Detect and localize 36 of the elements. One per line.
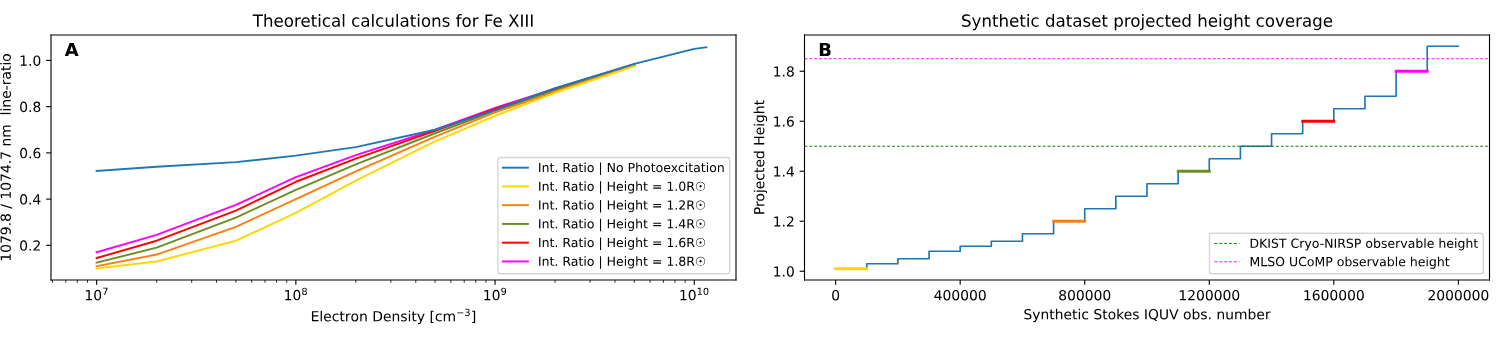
x-tick-label: 800000	[1059, 289, 1111, 301]
x-tick-label: 0	[832, 289, 840, 301]
legend-label: MLSO UCoMP observable height	[1250, 256, 1450, 269]
legend-label: Int. Ratio | Height = 1.8R☉	[539, 256, 706, 269]
legend-label: Int. Ratio | Height = 1.6R☉	[539, 237, 706, 250]
chart-title: Synthetic dataset projected height coverage	[962, 14, 1333, 31]
y-tick-label: 1.2	[774, 216, 794, 227]
y-axis-title: 1079.8 / 1074.7 nm line-ratio	[0, 54, 13, 261]
legend-label: DKIST Cryo-NIRSP observable height	[1250, 238, 1478, 251]
y-tick-label: 1.0	[20, 55, 41, 66]
y-tick-label: 0.8	[20, 101, 41, 113]
x-axis-title: Electron Density [cm$^{−3}$]	[311, 308, 476, 325]
x-tick-label: 10$^{7}$	[85, 287, 108, 301]
legend-label: Int. Ratio | No Photoexcitation	[539, 162, 724, 175]
annotation: A	[64, 42, 79, 57]
x-tick-label: 2000000	[1428, 289, 1489, 301]
x-axis-title: Synthetic Stokes IQUV obs. number	[1024, 308, 1271, 323]
legend-label: Int. Ratio | Height = 1.2R☉	[539, 200, 706, 213]
y-axis-title: Projected Height	[753, 100, 768, 214]
y-tick-label: 1.4	[774, 166, 794, 177]
y-tick-label: 1.6	[774, 116, 794, 127]
x-tick-label: 1200000	[1179, 289, 1240, 301]
chart-title: Theoretical calculations for Fe XIII	[252, 14, 533, 27]
annotation: B	[819, 42, 831, 57]
y-tick-label: 0.6	[20, 147, 41, 159]
y-tick-label: 1.0	[774, 266, 794, 277]
legend-label: Int. Ratio | Height = 1.0R☉	[539, 181, 706, 194]
y-tick-label: 1.8	[774, 66, 794, 77]
x-tick-label: 10$^{9}$	[484, 287, 507, 301]
x-tick-label: 1600000	[1304, 289, 1364, 301]
x-tick-label: 400000	[934, 289, 986, 301]
x-tick-label: 10$^{8}$	[285, 287, 307, 301]
x-tick-label: 10$^{10}$	[680, 287, 709, 301]
legend-label: Int. Ratio | Height = 1.4R☉	[539, 218, 706, 232]
y-tick-label: 0.4	[20, 194, 41, 205]
y-tick-label: 0.2	[20, 240, 40, 251]
